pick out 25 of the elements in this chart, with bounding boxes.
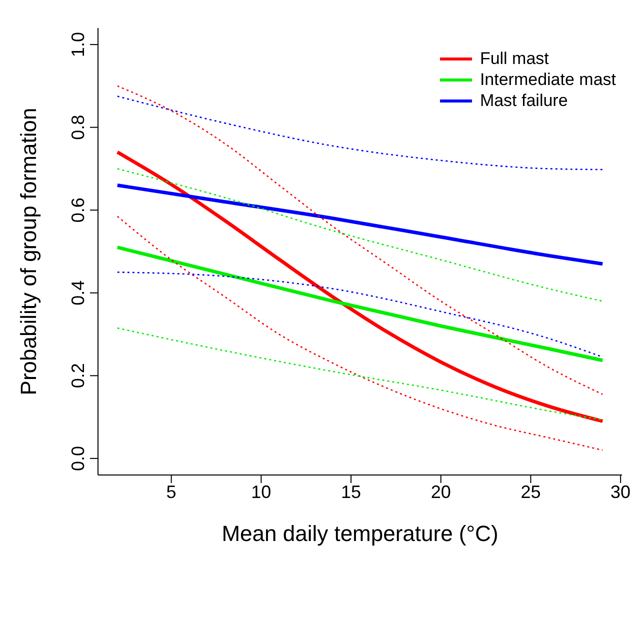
legend-label: Mast failure — [480, 90, 568, 111]
line-series — [116, 184, 604, 266]
y-tick-label: 0.2 — [68, 363, 88, 388]
x-tick-label: 10 — [251, 482, 272, 502]
x-tick-label: 20 — [430, 482, 451, 502]
y-tick-label: 0.0 — [68, 446, 88, 471]
x-tick-label: 25 — [520, 482, 541, 502]
y-tick-label: 0.4 — [68, 280, 88, 306]
legend-label: Intermediate mast — [480, 69, 616, 90]
x-axis-title: Mean daily temperature (°C) — [222, 521, 498, 546]
y-tick-label: 0.8 — [68, 114, 88, 140]
legend-label: Full mast — [480, 48, 549, 69]
line-series — [116, 96, 604, 170]
line-series — [116, 168, 604, 302]
y-tick-label: 1.0 — [68, 32, 88, 58]
y-tick-label: 0.6 — [68, 198, 88, 223]
x-tick-label: 15 — [341, 482, 362, 502]
x-tick-label: 30 — [610, 482, 631, 502]
x-tick-label: 5 — [166, 482, 176, 502]
line-series — [116, 85, 604, 395]
y-axis-title: Probability of group formation — [16, 108, 41, 396]
line-series — [116, 150, 604, 423]
line-series — [116, 216, 604, 451]
line-series — [116, 246, 604, 362]
line-series — [116, 327, 604, 421]
